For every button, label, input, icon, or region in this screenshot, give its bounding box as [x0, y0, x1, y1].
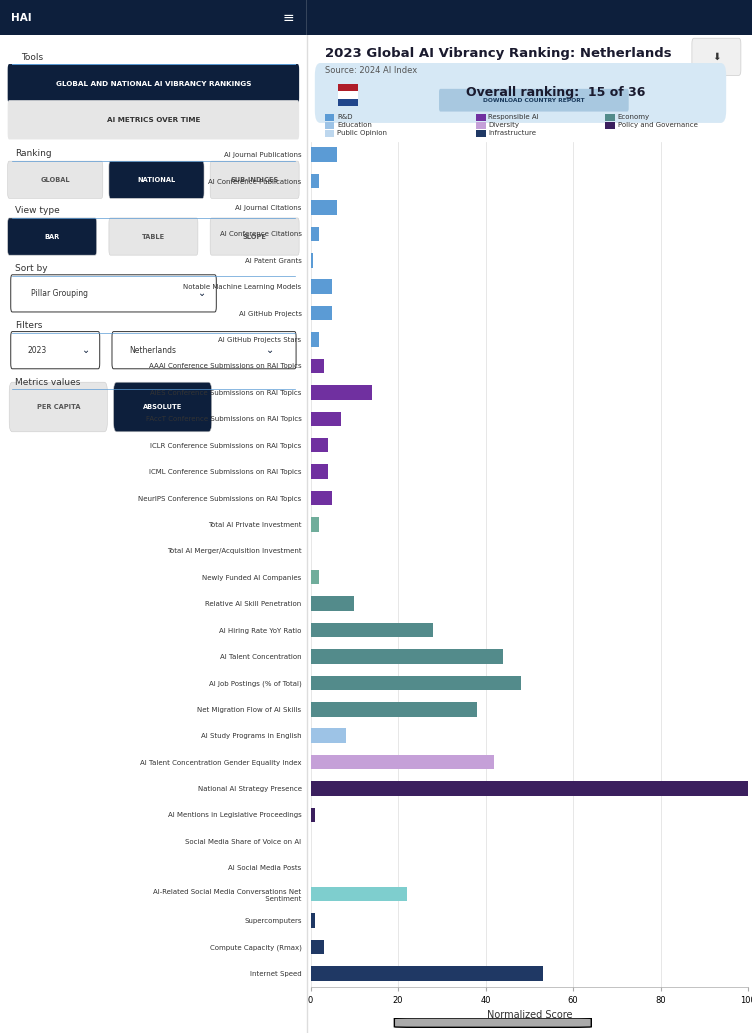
- Text: PER CAPITA: PER CAPITA: [37, 404, 80, 410]
- Bar: [311, 148, 337, 162]
- Text: SUB-INDICES: SUB-INDICES: [231, 177, 279, 183]
- Text: R&D: R&D: [337, 114, 353, 120]
- Bar: [605, 122, 615, 129]
- FancyBboxPatch shape: [394, 1019, 591, 1027]
- Bar: [311, 518, 320, 532]
- Bar: [311, 174, 320, 188]
- FancyBboxPatch shape: [9, 382, 108, 432]
- FancyBboxPatch shape: [210, 218, 299, 255]
- Bar: [311, 649, 503, 663]
- FancyBboxPatch shape: [11, 275, 217, 312]
- Bar: [311, 306, 332, 320]
- Bar: [311, 781, 748, 795]
- Bar: [311, 596, 354, 611]
- Bar: [311, 913, 315, 928]
- FancyBboxPatch shape: [109, 161, 204, 198]
- Bar: [325, 130, 335, 137]
- Text: Economy: Economy: [617, 114, 650, 120]
- Text: Policy and Governance: Policy and Governance: [617, 122, 697, 128]
- Bar: [476, 130, 486, 137]
- Bar: [338, 91, 358, 99]
- Text: Sort by: Sort by: [15, 264, 48, 273]
- FancyBboxPatch shape: [11, 332, 100, 369]
- Bar: [311, 253, 313, 268]
- FancyBboxPatch shape: [112, 332, 296, 369]
- Text: ≡: ≡: [283, 10, 294, 25]
- Bar: [311, 570, 320, 585]
- FancyBboxPatch shape: [210, 161, 299, 198]
- Bar: [311, 226, 320, 241]
- Bar: [476, 114, 486, 121]
- Text: Metrics values: Metrics values: [15, 378, 80, 386]
- FancyBboxPatch shape: [8, 161, 103, 198]
- Text: Source: 2024 AI Index: Source: 2024 AI Index: [325, 66, 417, 74]
- Text: ABSOLUTE: ABSOLUTE: [143, 404, 182, 410]
- FancyBboxPatch shape: [8, 218, 97, 255]
- Text: Filters: Filters: [15, 321, 43, 330]
- FancyBboxPatch shape: [315, 63, 726, 123]
- Bar: [311, 702, 477, 717]
- Bar: [311, 200, 337, 215]
- Text: TABLE: TABLE: [142, 233, 165, 240]
- FancyBboxPatch shape: [109, 218, 198, 255]
- Text: Education: Education: [337, 122, 372, 128]
- Bar: [311, 385, 371, 400]
- Bar: [325, 122, 335, 129]
- Text: Tools: Tools: [22, 54, 44, 62]
- Text: Responsible AI: Responsible AI: [489, 114, 539, 120]
- FancyBboxPatch shape: [692, 38, 741, 75]
- X-axis label: Normalized Score: Normalized Score: [487, 1010, 572, 1021]
- Text: HAI: HAI: [11, 12, 32, 23]
- Bar: [311, 966, 542, 980]
- Text: Pillar Grouping: Pillar Grouping: [31, 289, 88, 298]
- Bar: [311, 623, 433, 637]
- Text: Infrastructure: Infrastructure: [489, 130, 536, 136]
- Bar: [311, 358, 323, 373]
- Bar: [311, 755, 494, 770]
- Bar: [325, 114, 335, 121]
- Bar: [311, 411, 341, 426]
- Text: AI METRICS OVER TIME: AI METRICS OVER TIME: [107, 117, 200, 123]
- Bar: [338, 84, 358, 91]
- Bar: [605, 114, 615, 121]
- Bar: [311, 940, 323, 954]
- Bar: [311, 333, 320, 347]
- Text: GLOBAL AND NATIONAL AI VIBRANCY RANKINGS: GLOBAL AND NATIONAL AI VIBRANCY RANKINGS: [56, 81, 251, 87]
- Text: View type: View type: [15, 207, 60, 215]
- Text: ⬇: ⬇: [712, 52, 720, 62]
- Bar: [311, 438, 328, 452]
- Text: 2023: 2023: [28, 346, 47, 354]
- FancyBboxPatch shape: [307, 0, 752, 35]
- Text: 2023 Global AI Vibrancy Ranking: Netherlands: 2023 Global AI Vibrancy Ranking: Netherl…: [325, 48, 672, 60]
- Bar: [311, 280, 332, 294]
- FancyBboxPatch shape: [8, 64, 299, 103]
- Text: NATIONAL: NATIONAL: [138, 177, 176, 183]
- Text: SLOPE: SLOPE: [243, 233, 267, 240]
- Text: DOWNLOAD COUNTRY REPORT: DOWNLOAD COUNTRY REPORT: [483, 98, 584, 102]
- Text: ⌄: ⌄: [199, 288, 207, 299]
- Text: Public Opinion: Public Opinion: [337, 130, 387, 136]
- Text: GLOBAL: GLOBAL: [41, 177, 70, 183]
- Text: Diversity: Diversity: [489, 122, 520, 128]
- Bar: [311, 491, 332, 505]
- Bar: [311, 676, 520, 690]
- Bar: [311, 465, 328, 479]
- FancyBboxPatch shape: [8, 100, 299, 139]
- Bar: [311, 728, 346, 743]
- Text: ⌄: ⌄: [82, 345, 90, 355]
- Bar: [311, 887, 407, 902]
- Bar: [311, 808, 315, 822]
- Bar: [476, 122, 486, 129]
- Text: Netherlands: Netherlands: [129, 346, 176, 354]
- FancyBboxPatch shape: [114, 382, 212, 432]
- FancyBboxPatch shape: [0, 0, 307, 35]
- Text: BAR: BAR: [44, 233, 59, 240]
- Text: Overall ranking:  15 of 36: Overall ranking: 15 of 36: [466, 87, 646, 99]
- Text: ⌄: ⌄: [266, 345, 274, 355]
- Bar: [338, 99, 358, 106]
- FancyBboxPatch shape: [439, 89, 629, 112]
- Text: Ranking: Ranking: [15, 150, 52, 158]
